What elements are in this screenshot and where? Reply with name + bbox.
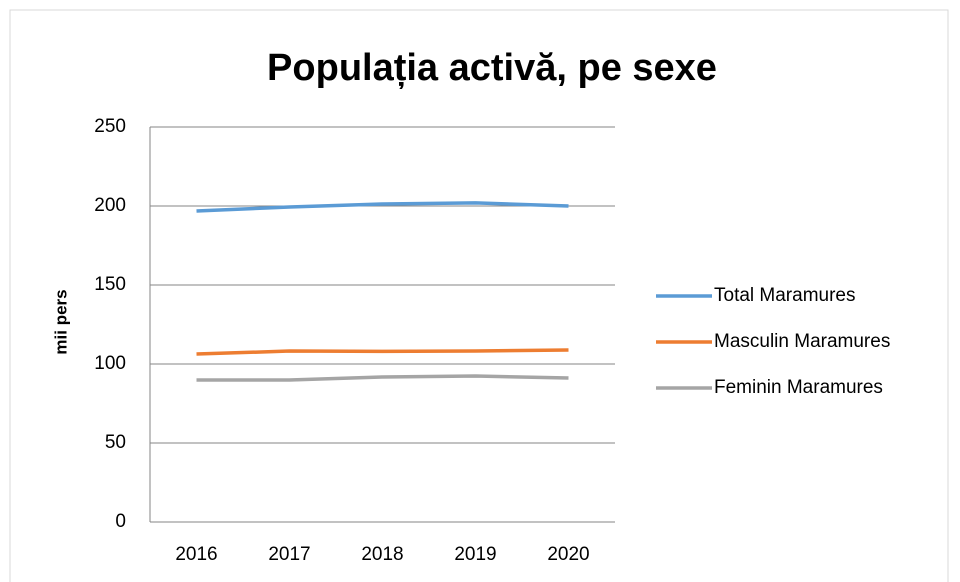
x-tick-label: 2020: [547, 544, 589, 565]
y-tick-label: 250: [94, 116, 126, 137]
series-line: [196, 374, 569, 382]
series-line: [196, 201, 569, 213]
y-tick-label: 50: [105, 432, 126, 453]
y-tick-label: 150: [94, 274, 126, 295]
x-tick-label: 2017: [268, 544, 310, 565]
x-tick-label: 2016: [175, 544, 217, 565]
legend-label: Total Maramures: [714, 285, 856, 306]
y-tick-label: 200: [94, 195, 126, 216]
y-tick-label: 100: [94, 353, 126, 374]
legend-label: Masculin Maramures: [714, 331, 890, 352]
legend-label: Feminin Maramures: [714, 377, 883, 398]
chart-title: Populația activă, pe sexe: [267, 47, 717, 89]
chart-frame: [9, 9, 949, 582]
x-tick-label: 2018: [361, 544, 403, 565]
y-axis-label: mii pers: [51, 289, 70, 354]
x-tick-label: 2019: [454, 544, 496, 565]
series-line: [196, 348, 569, 356]
y-tick-label: 0: [115, 511, 126, 532]
